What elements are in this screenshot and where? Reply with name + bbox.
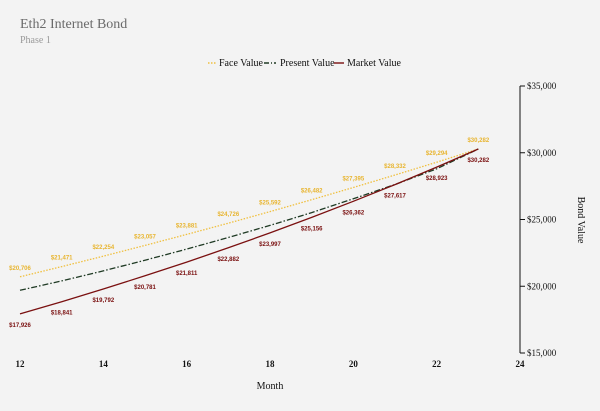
data-labels: $20,706 $21,471 $22,254 $23,057 $23,881 $24,7…	[9, 138, 490, 329]
data-label-market-value: $21,811	[176, 271, 198, 277]
series-line-face-value	[19, 148, 479, 278]
data-label-face-value: $24,726	[217, 212, 239, 218]
legend-label-market-value: Market Value	[347, 58, 402, 69]
data-label-market-value: $19,792	[92, 298, 114, 304]
x-tick-label: 20	[349, 359, 359, 369]
legend: Face Value Present Value Market Value	[208, 58, 402, 69]
x-tick-label: 16	[182, 359, 192, 369]
x-tick-label: 12	[16, 359, 26, 369]
legend-label-present-value: Present Value	[280, 58, 335, 69]
y-tick-label: $20,000	[527, 281, 557, 291]
data-label-market-value: $22,882	[217, 257, 239, 263]
legend-label-face-value: Face Value	[219, 58, 264, 69]
data-label-face-value: $25,592	[259, 201, 281, 207]
data-label-face-value: $22,254	[92, 245, 114, 251]
data-label-market-value: $28,923	[426, 176, 448, 182]
data-label-face-value: $26,482	[301, 189, 323, 195]
data-label-face-value: $28,332	[384, 164, 406, 170]
chart-subtitle: Phase 1	[20, 35, 51, 46]
data-label-market-value: $23,997	[259, 242, 281, 248]
y-tick-label: $30,000	[527, 148, 557, 158]
x-tick-label: 18	[266, 359, 276, 369]
x-tick-label: 14	[99, 359, 109, 369]
data-label-market-value: $27,617	[384, 194, 406, 200]
axes: 12 14 16 18 20 22 24$15,000 $20,000 $25,000 $30,0…	[16, 81, 557, 369]
y-tick-label: $35,000	[527, 81, 557, 91]
data-label-face-value: $30,282	[467, 138, 489, 144]
data-label-market-value: $25,156	[301, 226, 323, 232]
data-label-face-value: $23,881	[176, 223, 198, 229]
series-line-market-value	[19, 148, 479, 315]
series-layer	[19, 148, 479, 315]
data-label-market-value: $20,781	[134, 285, 156, 291]
data-label-market-value: $17,926	[9, 323, 31, 329]
y-tick-label: $15,000	[527, 348, 557, 358]
chart-title: Eth2 Internet Bond	[20, 17, 128, 32]
x-axis-title: Month	[257, 381, 284, 392]
x-tick-label: 24	[516, 359, 526, 369]
data-label-face-value: $23,057	[134, 234, 156, 240]
data-label-face-value: $29,294	[426, 151, 448, 157]
y-tick-label: $25,000	[527, 215, 557, 225]
x-tick-label: 22	[432, 359, 442, 369]
data-label-face-value: $27,395	[342, 177, 364, 183]
data-label-face-value: $21,471	[51, 256, 73, 262]
data-label-face-value: $20,706	[9, 266, 31, 272]
data-label-market-value: $30,282	[467, 158, 489, 164]
data-label-market-value: $26,362	[342, 210, 364, 216]
data-label-market-value: $18,841	[51, 311, 73, 317]
y-axis-title: Bond Value	[575, 197, 586, 244]
series-line-present-value	[19, 148, 479, 291]
